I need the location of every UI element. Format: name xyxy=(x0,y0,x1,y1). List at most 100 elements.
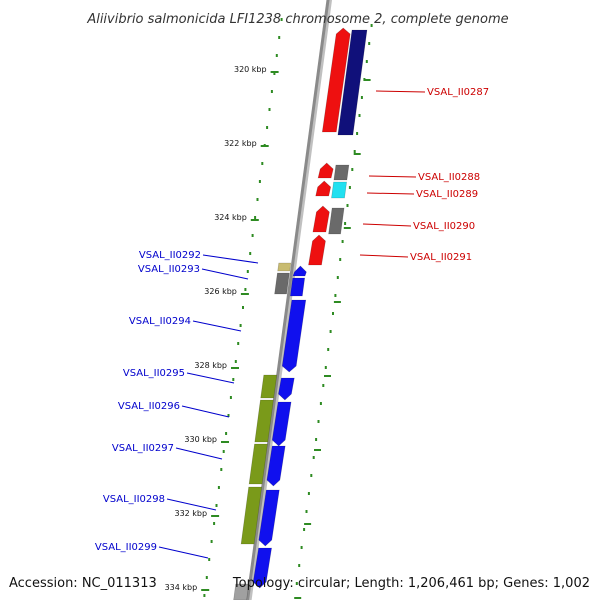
gene-leader-line xyxy=(175,447,223,460)
guide-dot-left xyxy=(251,234,254,237)
guide-dot-left xyxy=(205,576,208,579)
guide-dot-right xyxy=(360,96,363,99)
ruler-tick xyxy=(240,293,249,295)
guide-dot-right xyxy=(307,492,310,495)
guide-dot-right xyxy=(315,438,318,441)
guide-dot-right xyxy=(344,222,347,225)
gene-leader-line xyxy=(192,320,242,332)
gene-shape-vsal_ii0298 xyxy=(240,486,263,545)
guide-dot-left xyxy=(261,162,264,165)
guide-dot-right xyxy=(339,258,342,261)
ruler-tick-right xyxy=(343,227,351,229)
gene-label[interactable]: VSAL_II0299 xyxy=(95,542,157,553)
ruler-tick-right xyxy=(353,153,361,155)
guide-dot-right xyxy=(324,366,327,369)
gene-label[interactable]: VSAL_II0292 xyxy=(139,250,201,261)
guide-dot-left xyxy=(229,396,232,399)
ruler-tick-label: 322 kbp xyxy=(224,139,257,148)
gene-shape-vsal_ii0293 xyxy=(289,277,306,297)
guide-dot-right xyxy=(341,240,344,243)
guide-dot-right xyxy=(329,330,332,333)
gene-leader-line xyxy=(366,192,415,195)
gene-label[interactable]: VSAL_II0295 xyxy=(123,368,185,379)
guide-dot-right xyxy=(327,348,330,351)
ruler-tick-label: 332 kbp xyxy=(174,509,207,518)
gene-leader-line xyxy=(181,405,230,418)
gene-leader-line xyxy=(368,175,417,178)
gene-leader-line xyxy=(359,254,409,258)
guide-dot-right xyxy=(353,150,356,153)
ruler-tick-label: 326 kbp xyxy=(204,287,237,296)
gene-label[interactable]: VSAL_II0298 xyxy=(103,494,165,505)
gene-shape-vsal_ii0295 xyxy=(260,374,278,399)
guide-dot-left xyxy=(220,468,223,471)
guide-dot-left xyxy=(270,90,273,93)
guide-dot-left xyxy=(234,360,237,363)
gene-label[interactable]: VSAL_II0291 xyxy=(410,252,472,263)
gene-shape-vsal_ii0288 xyxy=(317,162,334,179)
gene-leader-line xyxy=(202,254,259,264)
ruler-tick-right xyxy=(333,301,341,303)
gene-label[interactable]: VSAL_II0293 xyxy=(138,264,200,275)
gene-shape-vsal_ii0297 xyxy=(248,443,268,485)
guide-dot-right xyxy=(348,186,351,189)
gene-label[interactable]: VSAL_II0288 xyxy=(418,172,480,183)
guide-dot-left xyxy=(217,486,220,489)
guide-dot-right xyxy=(351,168,354,171)
guide-dot-left xyxy=(280,18,283,21)
gene-shape-vsal_ii0288 xyxy=(333,164,350,181)
tick-dots-layer xyxy=(203,18,373,597)
guide-dot-left xyxy=(210,540,213,543)
gene-leader-line xyxy=(186,372,235,384)
guide-dot-left xyxy=(239,324,242,327)
guide-dot-left xyxy=(203,594,206,597)
guide-dot-left xyxy=(242,306,244,309)
gene-shape-vsal_ii0292 xyxy=(277,262,292,272)
ruler-tick-label: 330 kbp xyxy=(184,435,217,444)
gene-shape-vsal_ii0298 xyxy=(258,489,280,547)
gene-label[interactable]: VSAL_II0290 xyxy=(413,221,475,232)
backbone-line xyxy=(246,0,330,600)
gene-shape-vsal_ii0292 xyxy=(292,265,307,277)
guide-dot-right xyxy=(298,564,301,567)
guide-dot-left xyxy=(215,504,218,507)
guide-dot-right xyxy=(310,474,313,477)
guide-dot-right xyxy=(368,42,371,45)
ruler-tick xyxy=(231,367,239,369)
guide-dot-left xyxy=(268,108,271,111)
guide-dot-right xyxy=(358,114,361,117)
gene-shape-vsal_ii0299 xyxy=(233,583,250,600)
ruler-tick-label: 324 kbp xyxy=(214,213,247,222)
gene-leader-line xyxy=(158,546,209,559)
guide-dot-right xyxy=(312,456,315,459)
guide-dot-right xyxy=(356,132,359,135)
gene-shape-vsal_ii0289 xyxy=(331,181,347,199)
guide-dot-right xyxy=(303,528,306,531)
guide-dot-left xyxy=(273,72,276,75)
gene-label[interactable]: VSAL_II0296 xyxy=(118,401,180,412)
gene-shape-vsal_ii0295 xyxy=(278,377,295,401)
backbone-shadow xyxy=(247,0,333,600)
gene-shape-vsal_ii0296 xyxy=(271,401,292,447)
gene-leader-line xyxy=(362,223,412,227)
ruler-tick-right xyxy=(304,523,312,525)
guide-dot-left xyxy=(249,252,252,255)
accession-text: Accession: NC_011313 xyxy=(9,576,157,591)
gene-shape-vsal_ii0293 xyxy=(274,272,290,295)
guide-dot-left xyxy=(266,126,269,129)
gene-label[interactable]: VSAL_II0297 xyxy=(112,443,174,454)
genome-summary-text: Topology: circular; Length: 1,206,461 bp… xyxy=(232,576,590,591)
gene-labels: VSAL_II0287 VSAL_II0288 VSAL_II0289 VSAL_II… xyxy=(95,87,489,559)
guide-dot-left xyxy=(244,288,247,291)
guide-dot-left xyxy=(222,450,225,453)
gene-label[interactable]: VSAL_II0289 xyxy=(416,189,478,200)
ruler-tick-label: 320 kbp xyxy=(234,65,267,74)
gene-leader-line xyxy=(166,498,217,511)
guide-dot-right xyxy=(336,276,339,279)
guide-dot-left xyxy=(256,198,259,201)
gene-label[interactable]: VSAL_II0294 xyxy=(129,316,191,327)
gene-shape-vsal_ii0287 xyxy=(337,29,368,136)
gene-label[interactable]: VSAL_II0287 xyxy=(427,87,489,98)
ruler-tick xyxy=(221,441,229,443)
